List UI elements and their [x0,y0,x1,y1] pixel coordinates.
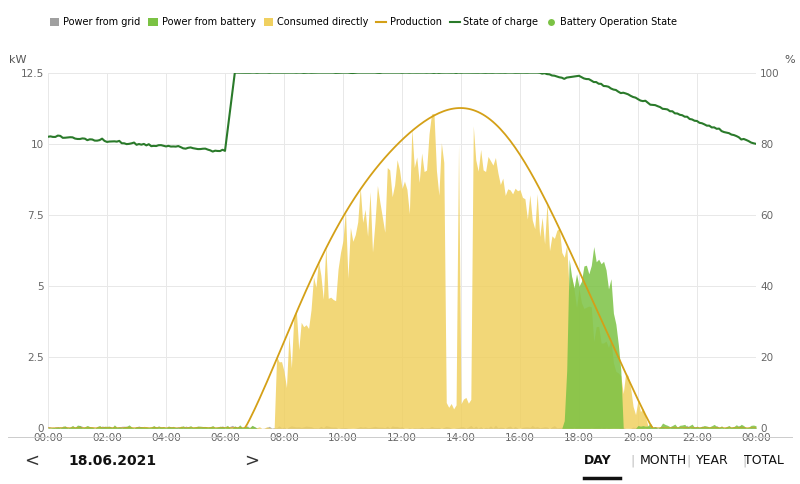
Text: MONTH: MONTH [640,454,687,467]
Text: |: | [686,454,690,467]
Text: 18.06.2021: 18.06.2021 [68,454,156,468]
Text: Premium: Premium [182,457,230,467]
Text: DAY: DAY [584,454,612,467]
Text: YEAR: YEAR [696,454,729,467]
Text: |: | [630,454,634,467]
Text: %: % [784,56,795,65]
Text: |: | [742,454,746,467]
Text: kW: kW [9,56,26,65]
Legend: Power from grid, Power from battery, Consumed directly, Production, State of cha: Power from grid, Power from battery, Con… [46,14,681,31]
Text: <: < [24,452,39,470]
Text: TOTAL: TOTAL [744,454,784,467]
Text: >: > [244,452,259,470]
